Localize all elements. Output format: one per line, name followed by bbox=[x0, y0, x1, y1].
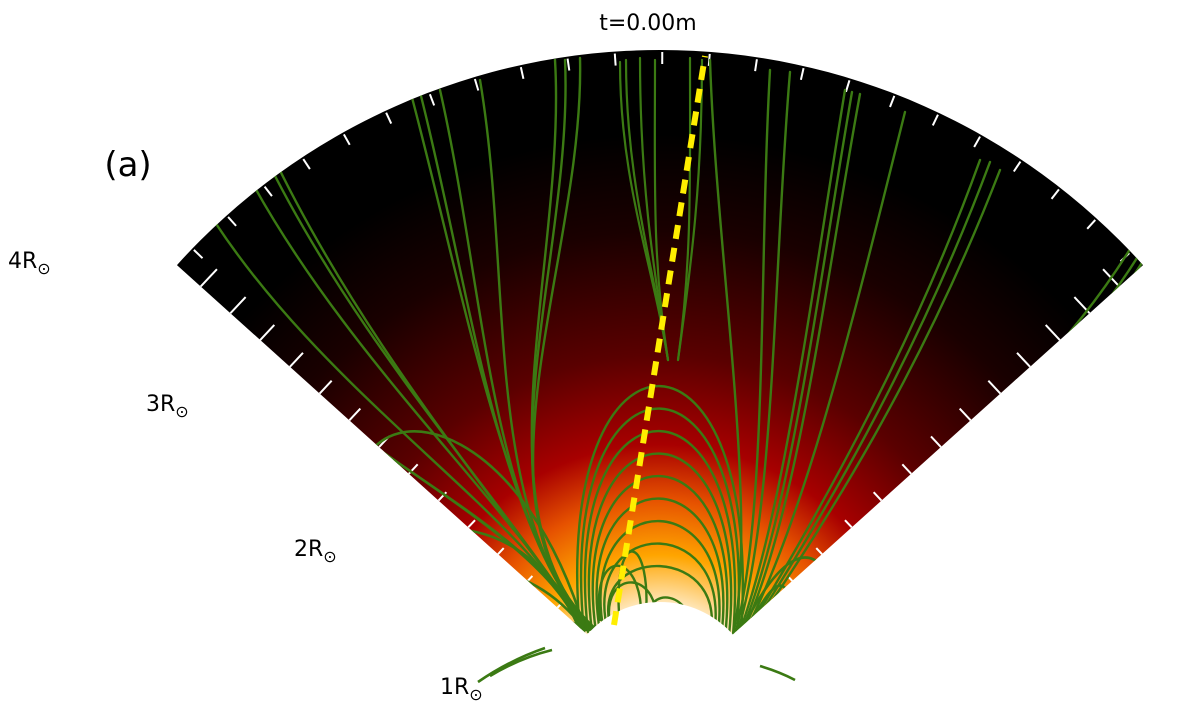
flank-tick bbox=[1044, 324, 1061, 341]
edge-tick bbox=[1050, 188, 1060, 200]
field-line bbox=[579, 407, 741, 635]
flank-tick bbox=[958, 407, 972, 421]
flank-tick bbox=[467, 519, 476, 529]
field-line bbox=[603, 542, 717, 635]
field-line bbox=[733, 626, 782, 635]
flank-tick bbox=[497, 547, 505, 555]
radial-label-3: 3R⊙ bbox=[146, 392, 189, 421]
field-line bbox=[575, 384, 745, 635]
field-line bbox=[591, 474, 729, 635]
field-line bbox=[676, 58, 704, 362]
field-line bbox=[595, 497, 725, 635]
field-line bbox=[687, 617, 718, 635]
field-line bbox=[759, 664, 796, 682]
radial-label-1: 1R⊙ bbox=[440, 675, 483, 704]
field-line bbox=[587, 452, 733, 635]
field-line bbox=[358, 430, 587, 632]
edge-tick bbox=[799, 67, 805, 81]
edge-tick bbox=[754, 59, 758, 72]
edge-tick bbox=[302, 158, 311, 170]
field-line bbox=[732, 70, 792, 635]
edge-tick bbox=[385, 112, 393, 125]
radial-label-text: 2R⊙ bbox=[294, 537, 337, 566]
radial-label-text: 4R⊙ bbox=[8, 249, 51, 278]
field-line bbox=[739, 160, 992, 635]
edge-tick bbox=[263, 185, 273, 197]
field-line bbox=[489, 648, 553, 678]
edge-tick bbox=[519, 66, 525, 80]
flank-tick bbox=[526, 575, 534, 582]
flank-tick bbox=[318, 380, 333, 395]
edge-tick bbox=[973, 136, 981, 148]
edge-tick bbox=[844, 80, 851, 93]
panel-label: (a) bbox=[104, 145, 151, 185]
flank-tick bbox=[1016, 352, 1031, 368]
time-label: t=0.00m bbox=[599, 11, 696, 36]
field-line bbox=[583, 429, 737, 635]
flank-tick bbox=[259, 324, 276, 341]
field-line bbox=[438, 630, 562, 635]
field-line bbox=[734, 90, 854, 635]
field-line bbox=[740, 168, 1002, 635]
edge-tick bbox=[889, 95, 896, 108]
field-line bbox=[428, 607, 587, 634]
radial-label-text: 1R⊙ bbox=[440, 675, 483, 704]
field-line bbox=[731, 68, 772, 635]
trajectory-dashed-line bbox=[611, 55, 708, 626]
edge-tick bbox=[931, 114, 939, 126]
edge-tick bbox=[1086, 219, 1097, 230]
flank-tick bbox=[987, 380, 1002, 395]
radial-label-text: 3R⊙ bbox=[146, 392, 189, 421]
flank-tick bbox=[844, 519, 853, 529]
radial-label-2: 2R⊙ bbox=[294, 537, 337, 566]
edge-tick bbox=[428, 93, 436, 106]
flank-tick bbox=[815, 547, 823, 555]
limb-arcs bbox=[477, 646, 796, 684]
field-line bbox=[531, 56, 599, 632]
flank-tick bbox=[901, 463, 912, 475]
edge-tick bbox=[193, 249, 204, 259]
flank-tick bbox=[289, 352, 304, 368]
flank-tick bbox=[200, 268, 218, 288]
edge-tick bbox=[566, 58, 571, 71]
edge-tick bbox=[227, 216, 237, 227]
field-line bbox=[477, 646, 546, 684]
field-line bbox=[735, 92, 862, 635]
edge-tick bbox=[473, 78, 480, 91]
edge-tick bbox=[342, 133, 351, 146]
flank-tick bbox=[930, 435, 942, 448]
radial-label-4: 4R⊙ bbox=[8, 249, 51, 278]
edge-tick bbox=[613, 53, 617, 66]
field-line bbox=[733, 88, 847, 635]
flank-tick bbox=[872, 491, 883, 502]
flank-tick bbox=[229, 296, 247, 314]
edge-tick bbox=[1012, 160, 1022, 173]
flank-tick bbox=[348, 407, 362, 421]
